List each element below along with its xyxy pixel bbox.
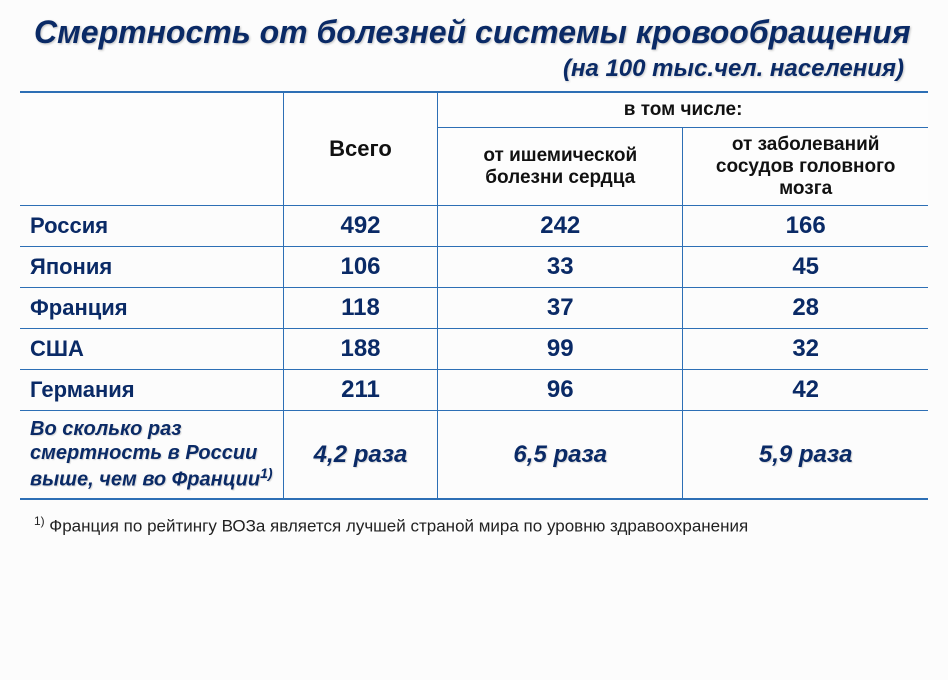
value-cell: 33	[438, 247, 683, 288]
table-row: Россия 492 242 166	[20, 206, 928, 247]
value-cell: 37	[438, 288, 683, 329]
value-cell: 28	[683, 288, 928, 329]
mortality-table: Всего в том числе: от ишемической болезн…	[20, 91, 928, 500]
header-blank	[20, 92, 283, 206]
country-cell: Россия	[20, 206, 283, 247]
table-row: Германия 211 96 42	[20, 370, 928, 411]
value-cell: 99	[438, 329, 683, 370]
value-cell: 106	[283, 247, 437, 288]
summary-row: Во сколько раз смертность в России выше,…	[20, 411, 928, 499]
value-cell: 211	[283, 370, 437, 411]
summary-value: 5,9 раза	[683, 411, 928, 499]
value-cell: 42	[683, 370, 928, 411]
slide: Смертность от болезней системы кровообра…	[0, 0, 948, 680]
value-cell: 96	[438, 370, 683, 411]
header-cause1: от ишемической болезни сердца	[438, 127, 683, 206]
table-row: Япония 106 33 45	[20, 247, 928, 288]
summary-value: 4,2 раза	[283, 411, 437, 499]
value-cell: 188	[283, 329, 437, 370]
value-cell: 45	[683, 247, 928, 288]
table-row: США 188 99 32	[20, 329, 928, 370]
value-cell: 242	[438, 206, 683, 247]
country-cell: Франция	[20, 288, 283, 329]
summary-label: Во сколько раз смертность в России выше,…	[20, 411, 283, 499]
header-cause2: от заболеваний сосудов головного мозга	[683, 127, 928, 206]
value-cell: 492	[283, 206, 437, 247]
header-row-1: Всего в том числе:	[20, 92, 928, 127]
value-cell: 118	[283, 288, 437, 329]
value-cell: 166	[683, 206, 928, 247]
table-row: Франция 118 37 28	[20, 288, 928, 329]
country-cell: США	[20, 329, 283, 370]
summary-value: 6,5 раза	[438, 411, 683, 499]
slide-title: Смертность от болезней системы кровообра…	[34, 14, 928, 51]
country-cell: Япония	[20, 247, 283, 288]
country-cell: Германия	[20, 370, 283, 411]
slide-subtitle: (на 100 тыс.чел. населения)	[20, 55, 904, 83]
header-total: Всего	[283, 92, 437, 206]
header-including: в том числе:	[438, 92, 928, 127]
value-cell: 32	[683, 329, 928, 370]
footnote: 1) Франция по рейтингу ВОЗа является луч…	[34, 514, 928, 537]
